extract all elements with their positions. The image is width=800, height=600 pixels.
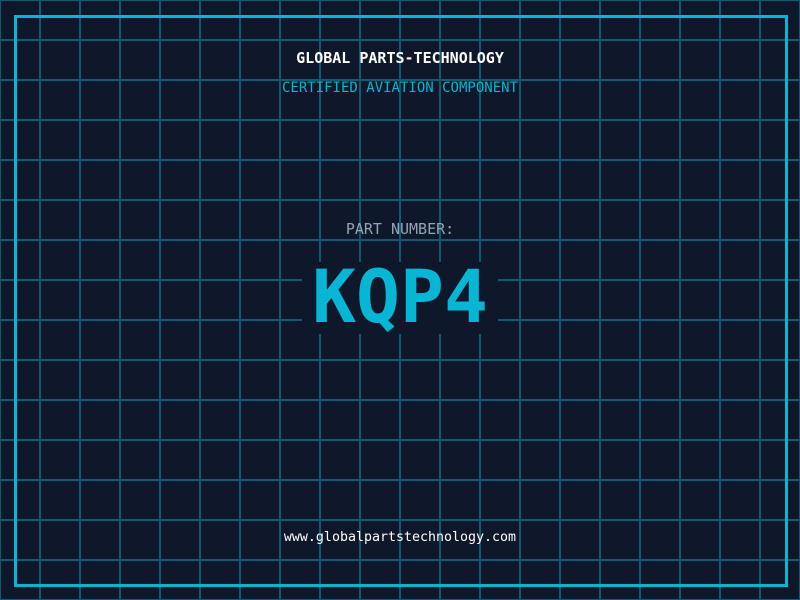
part-number-value: KQP4 [302, 261, 498, 334]
brand-title: GLOBAL PARTS-TECHNOLOGY [296, 49, 504, 67]
card-border [14, 15, 788, 587]
part-number-label: PART NUMBER: [345, 220, 455, 238]
certification-subtitle: CERTIFIED AVIATION COMPONENT [281, 80, 518, 96]
part-number-container: KQP4 [0, 261, 800, 334]
website-url: www.globalpartstechnology.com [283, 530, 517, 545]
